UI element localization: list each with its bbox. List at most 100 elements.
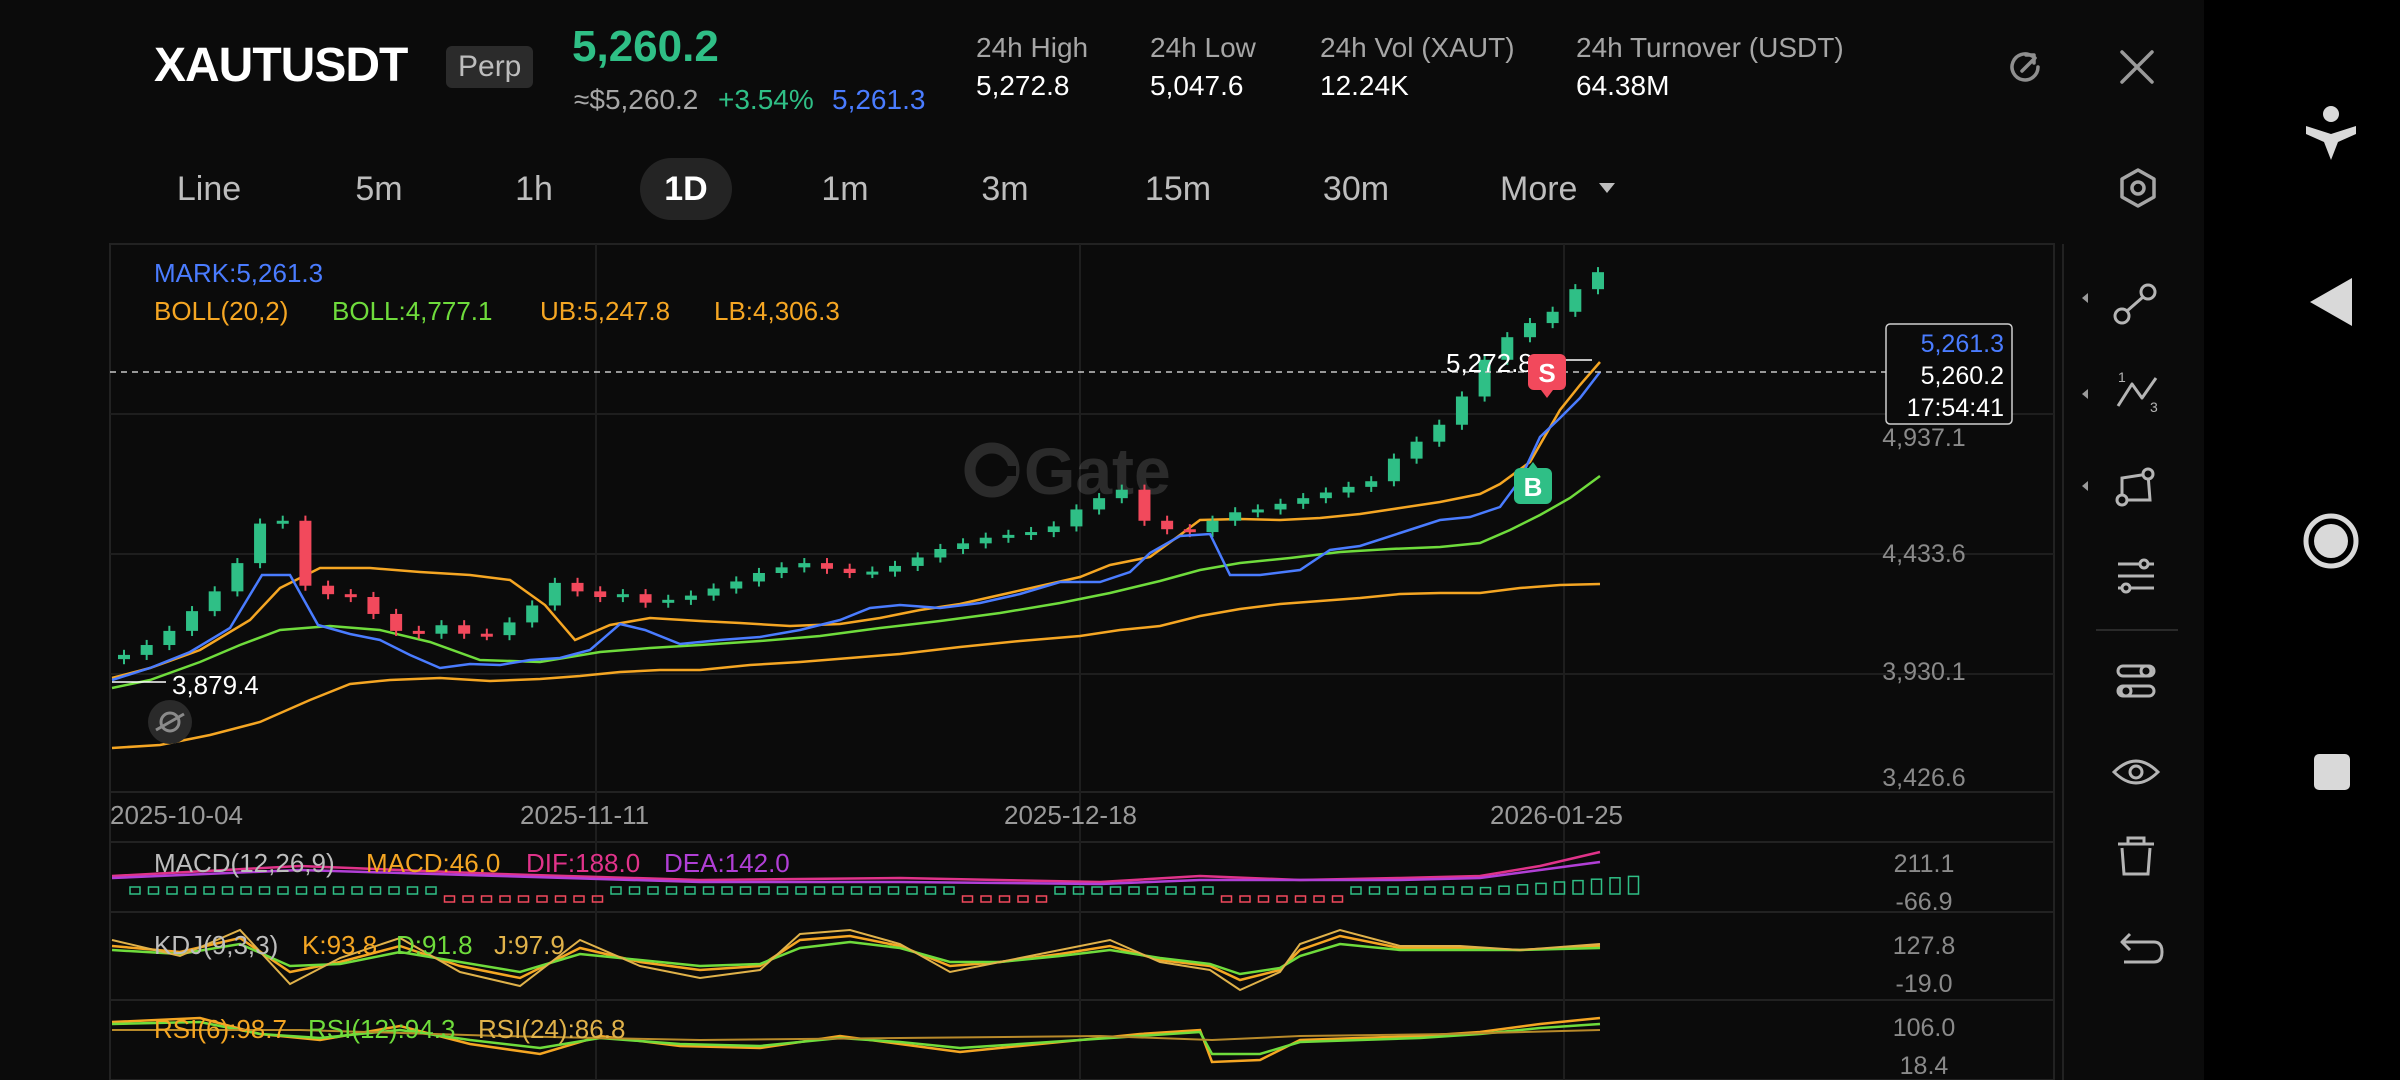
rsi-axis-top: 106.0 — [1893, 1014, 1956, 1042]
macd-histogram-bar — [129, 886, 141, 895]
candle-body — [390, 613, 403, 631]
macd-histogram-bar — [684, 886, 696, 895]
mark-price-line — [111, 371, 1601, 682]
macd-histogram-bar — [1183, 886, 1196, 895]
candle-body — [367, 597, 380, 614]
candle-body — [1410, 441, 1423, 459]
delete-trash-icon[interactable] — [2118, 836, 2154, 876]
rotate-screen-icon[interactable] — [2004, 46, 2046, 88]
mark-price: 5,261.3 — [832, 84, 926, 115]
macd-histogram-bar — [258, 886, 271, 895]
price-tag-mark: 5,261.3 — [1921, 330, 2004, 358]
sell-marker[interactable]: S — [1528, 354, 1566, 398]
svg-text:1: 1 — [2118, 369, 2126, 385]
boll-lower-band — [111, 582, 1601, 750]
macd-histogram-bar — [1313, 895, 1325, 903]
drawing-settings-icon[interactable] — [2116, 664, 2156, 698]
candle-body — [435, 625, 448, 634]
candle-body — [979, 537, 992, 544]
chart-settings-icon[interactable] — [2116, 166, 2160, 210]
chart-replay-icon[interactable] — [148, 700, 192, 744]
indicator-settings-icon[interactable] — [2118, 558, 2154, 594]
kdj-axis-top: 127.8 — [1893, 932, 1956, 960]
boll-params-legend[interactable]: BOLL(20,2) — [154, 296, 289, 326]
boll-upper-legend: UB:5,247.8 — [540, 296, 671, 326]
macd-params-legend[interactable]: MACD(12,26,9) — [154, 848, 335, 878]
macd-histogram-bar — [1331, 895, 1344, 903]
candle-body — [911, 557, 924, 566]
macd-histogram-bar — [665, 886, 678, 895]
candle-body — [1274, 503, 1287, 510]
tab-line[interactable]: Line — [176, 170, 242, 208]
shape-tool-icon[interactable] — [2115, 467, 2155, 507]
visibility-eye-icon[interactable] — [2111, 759, 2161, 785]
macd-histogram-bar — [832, 886, 844, 895]
macd-histogram-bar — [628, 886, 641, 895]
macd-histogram-bar — [776, 886, 789, 895]
macd-histogram-bar — [1146, 886, 1159, 895]
tab-1m[interactable]: 1m — [821, 170, 869, 208]
macd-histogram-bar — [462, 895, 474, 903]
macd-histogram-bar — [1035, 895, 1048, 903]
tab-1h[interactable]: 1h — [515, 170, 553, 208]
macd-histogram-bar — [610, 886, 622, 895]
macd-histogram-bar — [1368, 886, 1381, 895]
tab-15m[interactable]: 15m — [1144, 170, 1212, 208]
macd-histogram-bar — [1461, 886, 1473, 895]
date-axis-label-1: 2025-10-04 — [110, 800, 243, 830]
close-icon[interactable] — [2118, 48, 2156, 86]
candle-body — [1183, 529, 1196, 533]
candle-body — [344, 594, 357, 598]
macd-dea-legend: DEA:142.0 — [664, 848, 790, 878]
tab-1d[interactable]: 1D — [640, 158, 732, 220]
price-axis-label-1: 4,937.1 — [1882, 424, 1965, 452]
candle-body — [798, 563, 811, 568]
symbol-title[interactable]: XAUTUSDT — [154, 39, 408, 92]
fibonacci-tool-icon[interactable]: 1 3 — [2116, 369, 2158, 415]
macd-histogram-bar — [480, 895, 493, 903]
candle-body — [1138, 489, 1151, 521]
rsi6-legend[interactable]: RSI(6):98.7 — [154, 1014, 287, 1044]
more-dropdown-icon[interactable] — [1598, 182, 1616, 194]
candle-body — [276, 520, 289, 524]
macd-dea-line — [111, 860, 1601, 886]
candle-body — [1002, 534, 1015, 538]
macd-histogram-bar — [277, 886, 289, 895]
home-nav-icon[interactable] — [2302, 512, 2360, 570]
macd-axis-bottom: -66.9 — [1896, 888, 1953, 916]
macd-histogram-bar — [1387, 886, 1399, 895]
tab-3m[interactable]: 3m — [981, 170, 1029, 208]
macd-histogram-bar — [647, 886, 659, 895]
macd-histogram-bar — [1072, 886, 1085, 895]
candle-body — [1206, 520, 1219, 533]
change-percent: +3.54% — [718, 84, 814, 115]
macd-histogram-bar — [1294, 895, 1307, 903]
macd-histogram-bar — [1276, 895, 1288, 903]
macd-histogram-bar — [721, 886, 733, 895]
candle-body — [1025, 532, 1038, 536]
system-nav-bar — [2204, 0, 2400, 1080]
candle-body — [934, 548, 947, 558]
macd-histogram-bar — [1220, 895, 1233, 903]
macd-histogram-bar — [1054, 886, 1066, 895]
kdj-params-legend[interactable]: KDJ(9,3,3) — [154, 930, 279, 960]
accessibility-icon[interactable] — [2304, 104, 2358, 166]
macd-histogram-bar — [980, 895, 992, 903]
candlestick-chart[interactable]: Gate 5,272.8 3,879.4 S B 4,937.1 4,433.6… — [0, 0, 2062, 1080]
macd-histogram-bar — [517, 895, 530, 903]
back-nav-icon[interactable] — [2308, 276, 2354, 328]
candle-body — [1365, 481, 1378, 487]
tab-more[interactable]: More — [1500, 170, 1578, 208]
undo-icon[interactable] — [2120, 932, 2164, 964]
macd-histogram-bar — [1128, 886, 1140, 895]
tab-30m[interactable]: 30m — [1322, 170, 1390, 208]
macd-histogram-bar — [1498, 885, 1510, 895]
drawing-tools: 1 3 — [2082, 283, 2178, 964]
recents-nav-icon[interactable] — [2312, 752, 2352, 792]
candle-body — [594, 591, 607, 598]
candle-body — [1387, 458, 1400, 482]
candle-body — [1455, 396, 1468, 425]
trend-line-tool-icon[interactable] — [2113, 283, 2157, 325]
tab-5m[interactable]: 5m — [355, 170, 403, 208]
buy-marker[interactable]: B — [1514, 462, 1552, 504]
